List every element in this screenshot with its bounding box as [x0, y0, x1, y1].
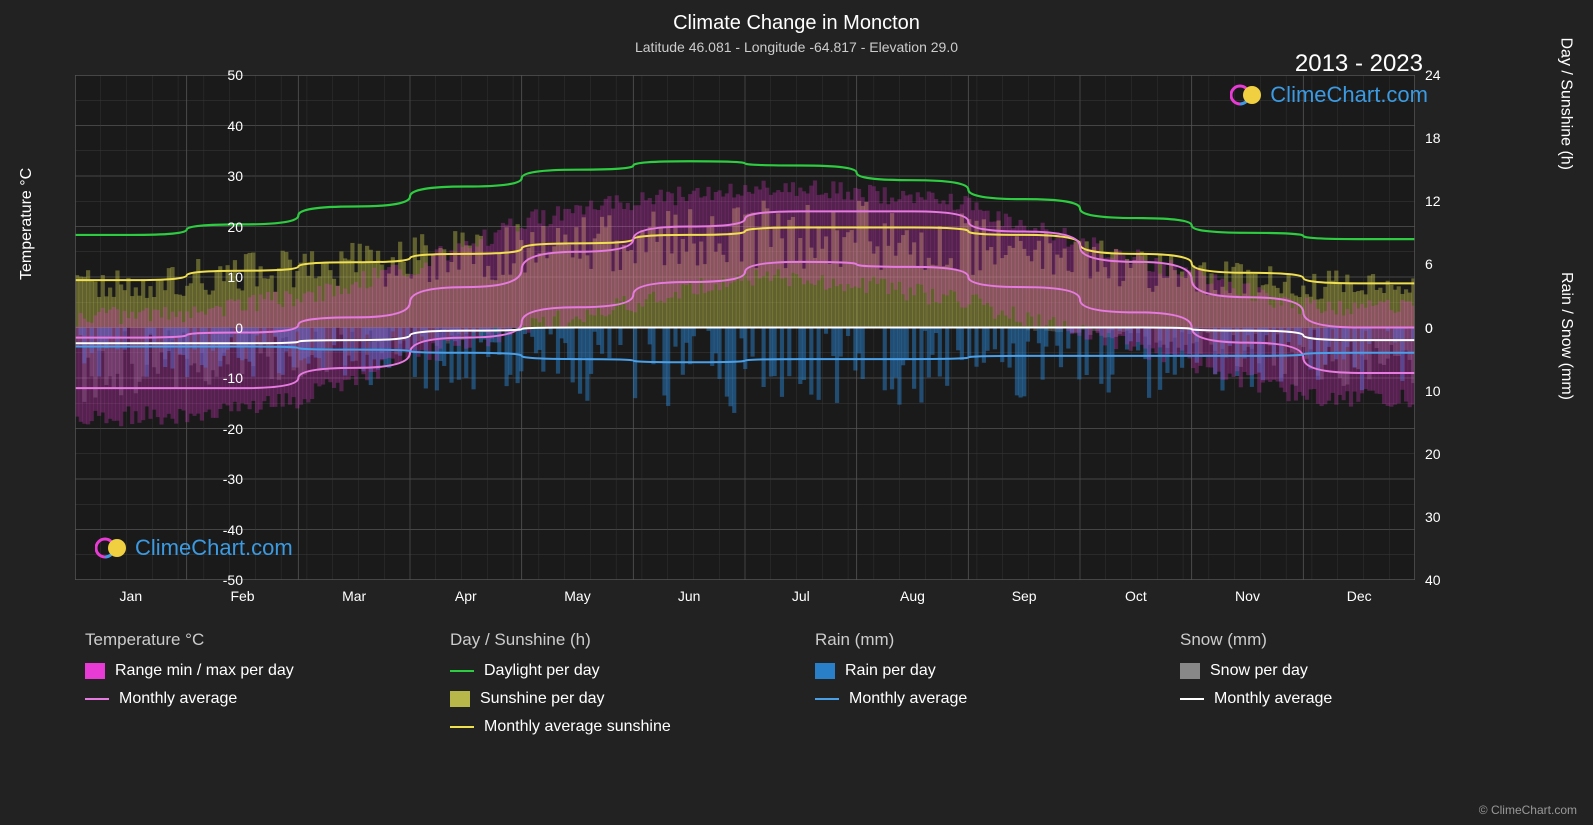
legend-item: Range min / max per day — [85, 662, 410, 680]
legend-col-rain: Rain (mm) Rain per day Monthly average — [815, 630, 1140, 746]
ytick-left: 30 — [203, 168, 243, 184]
legend-header-rain: Rain (mm) — [815, 630, 1140, 650]
legend-label: Snow per day — [1210, 662, 1308, 680]
y-axis-right-top-label: Day / Sunshine (h) — [1557, 37, 1575, 170]
ytick-left: -40 — [203, 522, 243, 538]
copyright: © ClimeChart.com — [1479, 803, 1577, 817]
xtick: May — [558, 588, 598, 604]
ytick-right-mm: 30 — [1425, 509, 1441, 525]
legend-header-snow: Snow (mm) — [1180, 630, 1505, 650]
legend-label: Rain per day — [845, 662, 936, 680]
legend-swatch — [450, 691, 470, 707]
ytick-right-hours: 12 — [1425, 193, 1441, 209]
legend-item: Daylight per day — [450, 662, 775, 680]
legend-swatch — [85, 698, 109, 700]
legend-item: Monthly average sunshine — [450, 718, 775, 736]
legend-swatch — [815, 698, 839, 700]
legend-item: Monthly average — [815, 690, 1140, 708]
xtick: Apr — [446, 588, 486, 604]
legend-header-day: Day / Sunshine (h) — [450, 630, 775, 650]
ytick-left: -50 — [203, 572, 243, 588]
ytick-left: 0 — [203, 320, 243, 336]
legend-item: Snow per day — [1180, 662, 1505, 680]
legend-label: Monthly average — [849, 690, 967, 708]
legend-label: Monthly average — [1214, 690, 1332, 708]
legend-swatch — [1180, 663, 1200, 679]
legend-swatch — [815, 663, 835, 679]
legend-label: Sunshine per day — [480, 690, 605, 708]
xtick: Jan — [111, 588, 151, 604]
legend-swatch — [85, 663, 105, 679]
xtick: Nov — [1228, 588, 1268, 604]
legend-header-temp: Temperature °C — [85, 630, 410, 650]
y-axis-left-label: Temperature °C — [18, 168, 36, 280]
ytick-left: 20 — [203, 219, 243, 235]
xtick: Feb — [223, 588, 263, 604]
legend-swatch — [450, 670, 474, 672]
legend-col-snow: Snow (mm) Snow per day Monthly average — [1180, 630, 1505, 746]
ytick-right-hours: 6 — [1425, 256, 1433, 272]
legend-item: Rain per day — [815, 662, 1140, 680]
ytick-left: -20 — [203, 421, 243, 437]
ytick-right-hours: 24 — [1425, 67, 1441, 83]
year-range: 2013 - 2023 — [1295, 50, 1423, 78]
legend-col-day: Day / Sunshine (h) Daylight per day Sunsh… — [450, 630, 775, 746]
ytick-left: -30 — [203, 471, 243, 487]
xtick: Aug — [893, 588, 933, 604]
xtick: Jun — [669, 588, 709, 604]
ytick-left: 10 — [203, 269, 243, 285]
legend-label: Daylight per day — [484, 662, 600, 680]
ytick-left: -10 — [203, 370, 243, 386]
xtick: Dec — [1339, 588, 1379, 604]
ytick-right-mm: 10 — [1425, 383, 1441, 399]
legend-col-temp: Temperature °C Range min / max per day Mo… — [85, 630, 410, 746]
legend-item: Sunshine per day — [450, 690, 775, 708]
legend-item: Monthly average — [1180, 690, 1505, 708]
climate-chart-svg — [75, 75, 1415, 580]
legend-label: Monthly average sunshine — [484, 718, 671, 736]
ytick-left: 50 — [203, 67, 243, 83]
xtick: Jul — [781, 588, 821, 604]
legend-label: Monthly average — [119, 690, 237, 708]
xtick: Mar — [334, 588, 374, 604]
ytick-right-mm: 0 — [1425, 320, 1433, 336]
legend-swatch — [450, 726, 474, 728]
chart-title: Climate Change in Moncton — [0, 0, 1593, 35]
xtick: Sep — [1004, 588, 1044, 604]
ytick-right-mm: 20 — [1425, 446, 1441, 462]
legend-label: Range min / max per day — [115, 662, 294, 680]
y-axis-right-bottom-label: Rain / Snow (mm) — [1557, 272, 1575, 400]
ytick-right-mm: 40 — [1425, 572, 1441, 588]
legend-swatch — [1180, 698, 1204, 700]
ytick-right-hours: 18 — [1425, 130, 1441, 146]
plot-area — [75, 75, 1415, 580]
xtick: Oct — [1116, 588, 1156, 604]
legend-item: Monthly average — [85, 690, 410, 708]
legend: Temperature °C Range min / max per day Mo… — [85, 630, 1505, 746]
ytick-left: 40 — [203, 118, 243, 134]
